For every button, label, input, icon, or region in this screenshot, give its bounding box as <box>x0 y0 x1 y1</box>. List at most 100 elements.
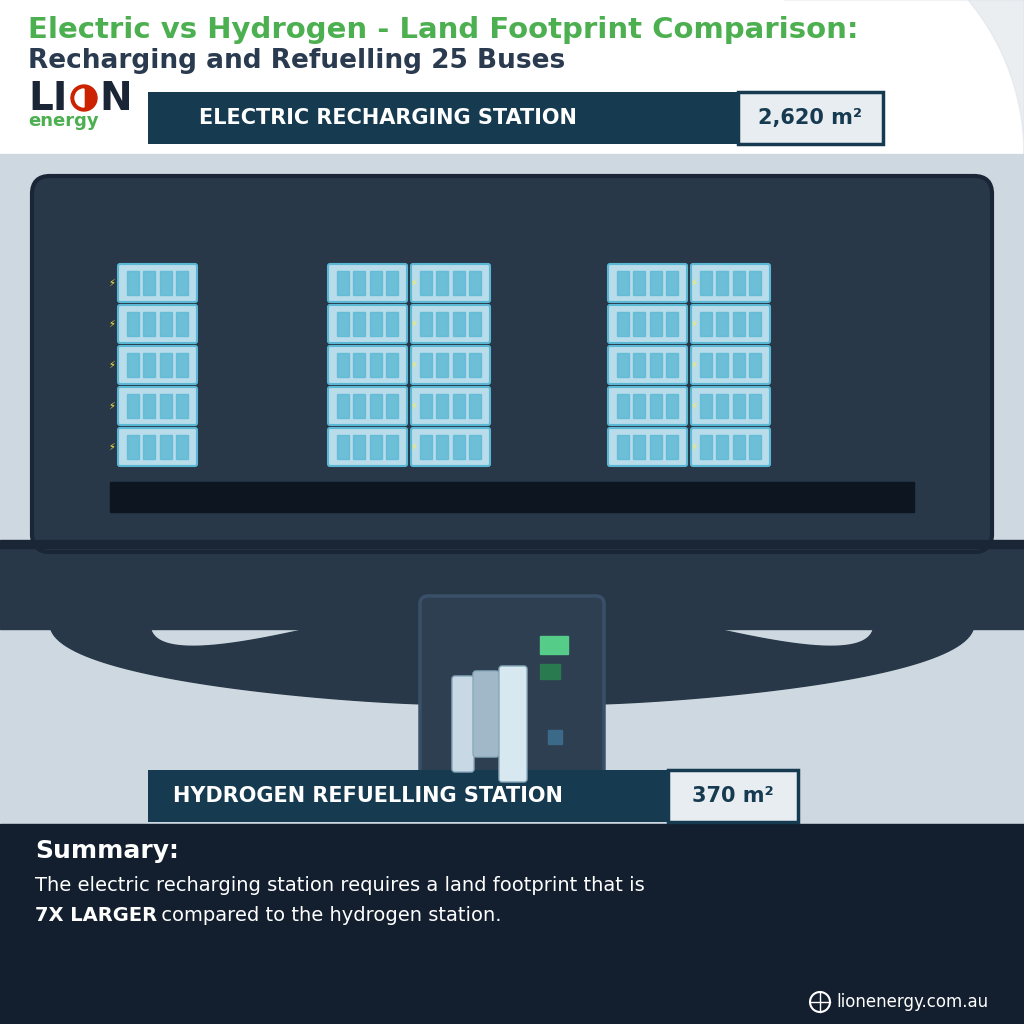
Bar <box>420 312 432 336</box>
FancyBboxPatch shape <box>328 428 407 466</box>
Bar <box>127 271 138 295</box>
Text: compared to the hydrogen station.: compared to the hydrogen station. <box>155 906 502 925</box>
Bar <box>700 312 712 336</box>
Bar <box>143 435 156 459</box>
Text: ⚡: ⚡ <box>690 401 697 411</box>
Bar <box>127 435 138 459</box>
FancyBboxPatch shape <box>473 671 499 757</box>
Bar <box>370 353 382 377</box>
Bar <box>353 271 366 295</box>
Bar <box>733 394 744 418</box>
Bar <box>176 353 188 377</box>
Bar <box>160 394 172 418</box>
Bar <box>370 435 382 459</box>
Bar <box>127 312 138 336</box>
Text: Recharging and Refuelling 25 Buses: Recharging and Refuelling 25 Buses <box>28 48 565 74</box>
Bar <box>717 312 728 336</box>
Bar <box>617 394 629 418</box>
FancyBboxPatch shape <box>411 346 490 384</box>
Text: 7X LARGER: 7X LARGER <box>35 906 157 925</box>
FancyBboxPatch shape <box>118 346 197 384</box>
Text: energy: energy <box>28 112 98 130</box>
Text: ⚡: ⚡ <box>411 319 418 329</box>
Bar <box>469 312 481 336</box>
Text: ⚡: ⚡ <box>109 442 116 452</box>
Bar <box>176 271 188 295</box>
FancyBboxPatch shape <box>691 264 770 302</box>
Bar <box>436 353 449 377</box>
FancyBboxPatch shape <box>118 428 197 466</box>
FancyBboxPatch shape <box>691 305 770 343</box>
Bar <box>650 312 662 336</box>
Bar <box>469 435 481 459</box>
FancyBboxPatch shape <box>148 770 668 822</box>
Polygon shape <box>50 604 430 705</box>
Bar <box>733 271 744 295</box>
Bar <box>667 394 678 418</box>
Text: ⚡: ⚡ <box>411 401 418 411</box>
Bar <box>733 312 744 336</box>
Bar <box>667 353 678 377</box>
Text: ⚡: ⚡ <box>109 401 116 411</box>
Text: ⚡: ⚡ <box>411 278 418 288</box>
Bar <box>453 394 465 418</box>
Bar <box>617 312 629 336</box>
Bar <box>176 435 188 459</box>
Bar <box>548 730 562 744</box>
Text: ⚡: ⚡ <box>690 319 697 329</box>
Bar <box>143 271 156 295</box>
Polygon shape <box>594 604 974 705</box>
FancyBboxPatch shape <box>328 387 407 425</box>
Bar <box>634 353 645 377</box>
Bar <box>353 435 366 459</box>
Bar <box>0 617 1024 629</box>
Bar <box>617 435 629 459</box>
Bar <box>420 353 432 377</box>
FancyBboxPatch shape <box>411 264 490 302</box>
Bar <box>386 394 398 418</box>
FancyBboxPatch shape <box>118 264 197 302</box>
Bar <box>733 435 744 459</box>
FancyBboxPatch shape <box>118 387 197 425</box>
Bar <box>700 353 712 377</box>
Bar <box>717 435 728 459</box>
Bar <box>0 544 1024 624</box>
Bar <box>453 435 465 459</box>
Bar <box>717 394 728 418</box>
Bar <box>540 636 568 654</box>
Text: 2,620 m²: 2,620 m² <box>759 108 862 128</box>
Bar <box>436 435 449 459</box>
Bar <box>176 312 188 336</box>
Wedge shape <box>75 89 84 106</box>
FancyBboxPatch shape <box>608 387 687 425</box>
Bar <box>717 271 728 295</box>
Bar <box>420 394 432 418</box>
Bar <box>733 353 744 377</box>
FancyBboxPatch shape <box>118 305 197 343</box>
Text: ⚡: ⚡ <box>109 278 116 288</box>
Bar <box>0 624 1024 824</box>
Bar <box>143 312 156 336</box>
FancyBboxPatch shape <box>420 596 604 812</box>
Bar <box>750 271 761 295</box>
Bar <box>750 435 761 459</box>
FancyBboxPatch shape <box>411 428 490 466</box>
Bar <box>650 435 662 459</box>
Bar <box>353 353 366 377</box>
Bar <box>143 394 156 418</box>
FancyBboxPatch shape <box>668 770 798 822</box>
Bar <box>353 312 366 336</box>
Bar <box>436 312 449 336</box>
Bar <box>370 394 382 418</box>
Bar <box>667 312 678 336</box>
Bar <box>337 353 349 377</box>
Bar <box>160 353 172 377</box>
Bar <box>469 394 481 418</box>
FancyBboxPatch shape <box>452 676 474 772</box>
Bar <box>176 394 188 418</box>
Bar <box>0 824 1024 1024</box>
Bar <box>160 435 172 459</box>
Bar <box>700 271 712 295</box>
FancyBboxPatch shape <box>411 387 490 425</box>
Bar <box>617 353 629 377</box>
